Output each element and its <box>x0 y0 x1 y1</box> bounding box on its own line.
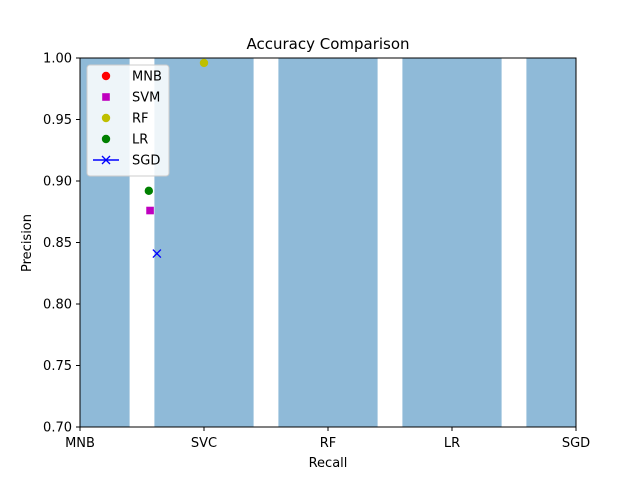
legend-entry-sgd: SGD <box>93 154 160 169</box>
points-layer <box>144 58 209 259</box>
y-tick-label: 1.00 <box>43 52 72 67</box>
legend-marker-lr <box>101 134 111 144</box>
legend-entry-lr: LR <box>101 133 148 148</box>
point-sgd <box>152 249 162 259</box>
y-tick-label: 0.75 <box>43 359 72 374</box>
x-tick-label: LR <box>444 436 460 451</box>
legend-marker-svm <box>102 93 110 101</box>
x-tick-label: RF <box>320 436 337 451</box>
legend-entry-svm: SVM <box>102 91 160 106</box>
y-tick-label: 0.95 <box>43 113 72 128</box>
chart-title: Accuracy Comparison <box>246 35 409 53</box>
x-axis-label: Recall <box>309 456 348 471</box>
legend: MNB SVM RF LR SGD <box>86 64 170 177</box>
legend-box <box>86 64 170 177</box>
y-tick-label: 0.90 <box>43 175 72 190</box>
legend-entry-rf: RF <box>101 112 149 127</box>
legend-entry-mnb: MNB <box>101 70 162 85</box>
legend-label: SVM <box>132 91 160 106</box>
y-tick-label: 0.85 <box>43 236 72 251</box>
legend-marker-rf <box>101 113 111 123</box>
legend-label: MNB <box>132 70 162 85</box>
bar-lr <box>402 58 502 427</box>
legend-marker-sgd <box>101 155 111 165</box>
x-tick-label: SGD <box>562 436 590 451</box>
point-rf <box>199 58 209 68</box>
bar-sgd <box>526 58 576 427</box>
y-axis-label: Precision <box>20 214 35 272</box>
point-svm <box>146 206 154 215</box>
legend-label: LR <box>132 133 148 148</box>
bar-svc <box>154 58 254 427</box>
x-tick-label: MNB <box>65 436 95 451</box>
x-tick-label: SVC <box>191 436 217 451</box>
y-tick-label: 0.80 <box>43 298 72 313</box>
legend-marker-mnb <box>101 71 111 81</box>
point-lr <box>144 186 154 196</box>
legend-label: RF <box>132 112 149 127</box>
bar-rf <box>278 58 378 427</box>
y-tick-label: 0.70 <box>43 421 72 436</box>
legend-label: SGD <box>132 154 160 169</box>
ticks-layer: 0.70 0.75 0.80 0.85 0.90 0.95 1.00 MNB SVC RF LR SG… <box>43 52 590 452</box>
